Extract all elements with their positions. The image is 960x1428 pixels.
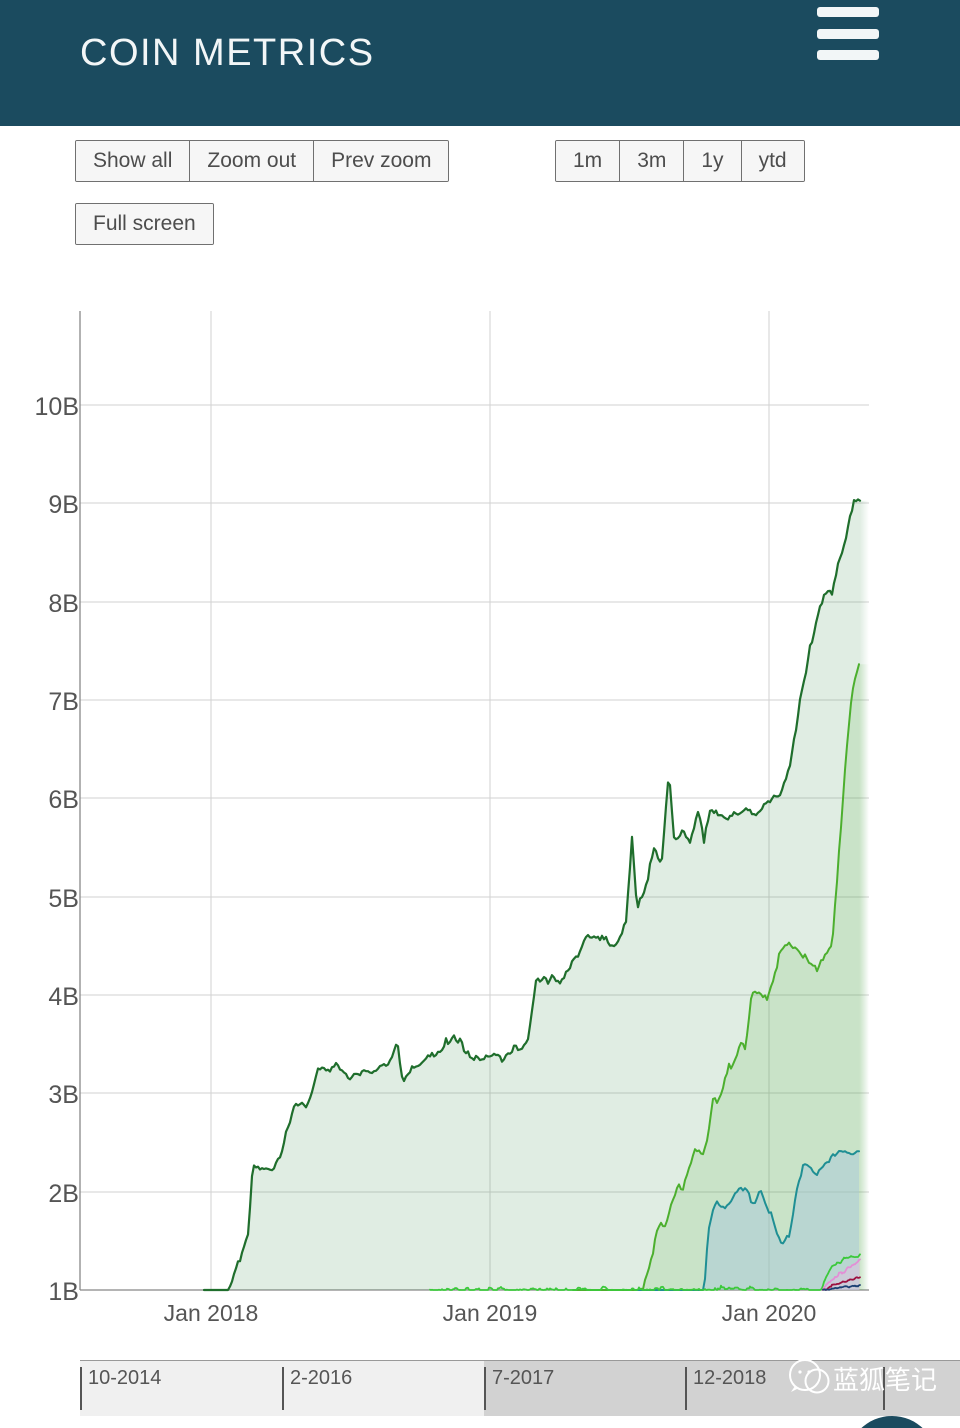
svg-text:蓝狐笔记: 蓝狐笔记 xyxy=(833,1365,937,1395)
